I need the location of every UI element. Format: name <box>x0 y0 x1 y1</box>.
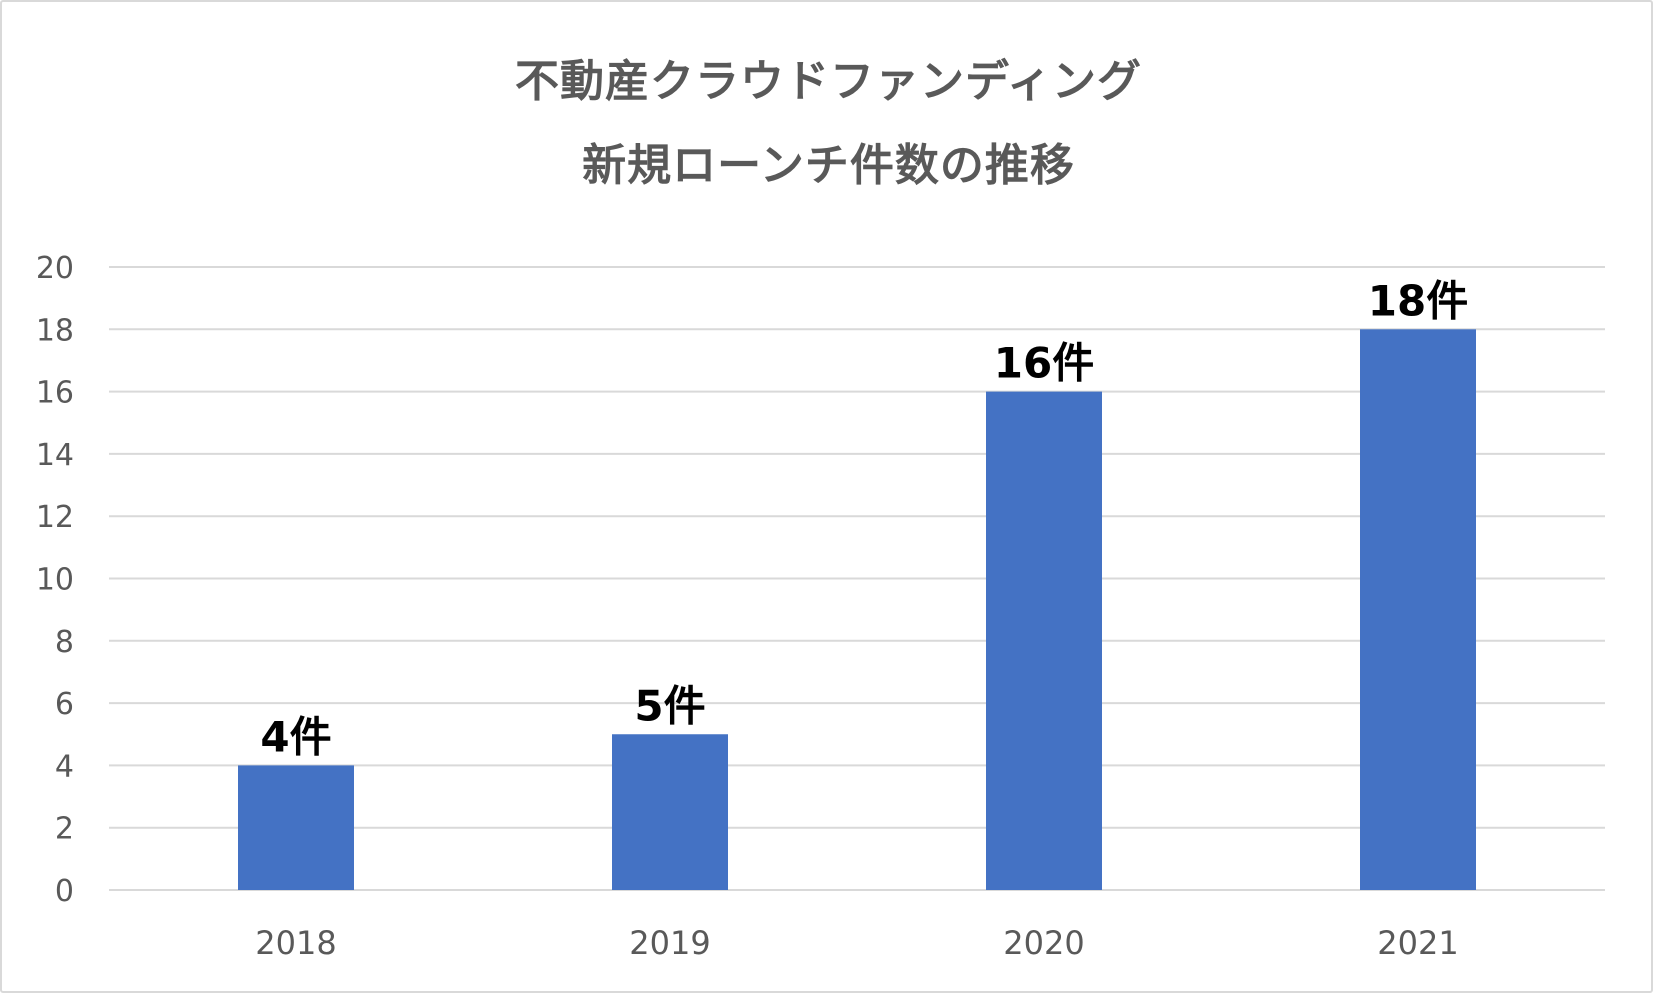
y-tick-label: 20 <box>36 251 74 286</box>
y-tick-label: 12 <box>36 500 74 535</box>
y-tick-label: 16 <box>36 376 74 411</box>
y-tick-label: 14 <box>36 438 74 473</box>
data-labels: 4件 5件 16件 18件 <box>260 276 1468 761</box>
data-label-2019: 5件 <box>634 681 705 730</box>
y-tick-label: 18 <box>36 313 74 348</box>
y-tick-label: 8 <box>55 625 74 660</box>
chart-title-line-2: 新規ローンチ件数の推移 <box>582 140 1075 191</box>
y-tick-label: 6 <box>55 687 74 722</box>
data-label-2021: 18件 <box>1368 276 1468 325</box>
y-tick-label: 0 <box>55 874 74 909</box>
chart-title-line-1: 不動産クラウドファンディング <box>515 56 1142 107</box>
y-tick-label: 10 <box>36 563 74 598</box>
x-tick-label-2019: 2019 <box>629 924 710 962</box>
bar-2019 <box>612 734 728 890</box>
data-label-2020: 16件 <box>994 339 1094 388</box>
y-tick-label: 4 <box>55 749 74 784</box>
chart-title: 不動産クラウドファンディング 新規ローンチ件数の推移 <box>2 40 1653 208</box>
y-axis-tick-labels: 0 2 4 6 8 10 12 14 16 18 20 <box>36 251 74 909</box>
x-tick-label-2021: 2021 <box>1377 924 1458 962</box>
y-tick-label: 2 <box>55 812 74 847</box>
bar-2020 <box>986 391 1102 890</box>
bars <box>238 329 1476 890</box>
bar-2018 <box>238 765 354 890</box>
x-tick-label-2018: 2018 <box>255 924 336 962</box>
x-tick-label-2020: 2020 <box>1003 924 1084 962</box>
bar-2021 <box>1360 329 1476 890</box>
data-label-2018: 4件 <box>260 712 331 761</box>
x-axis-tick-labels: 2018 2019 2020 2021 <box>255 924 1458 962</box>
gridlines <box>109 266 1605 891</box>
